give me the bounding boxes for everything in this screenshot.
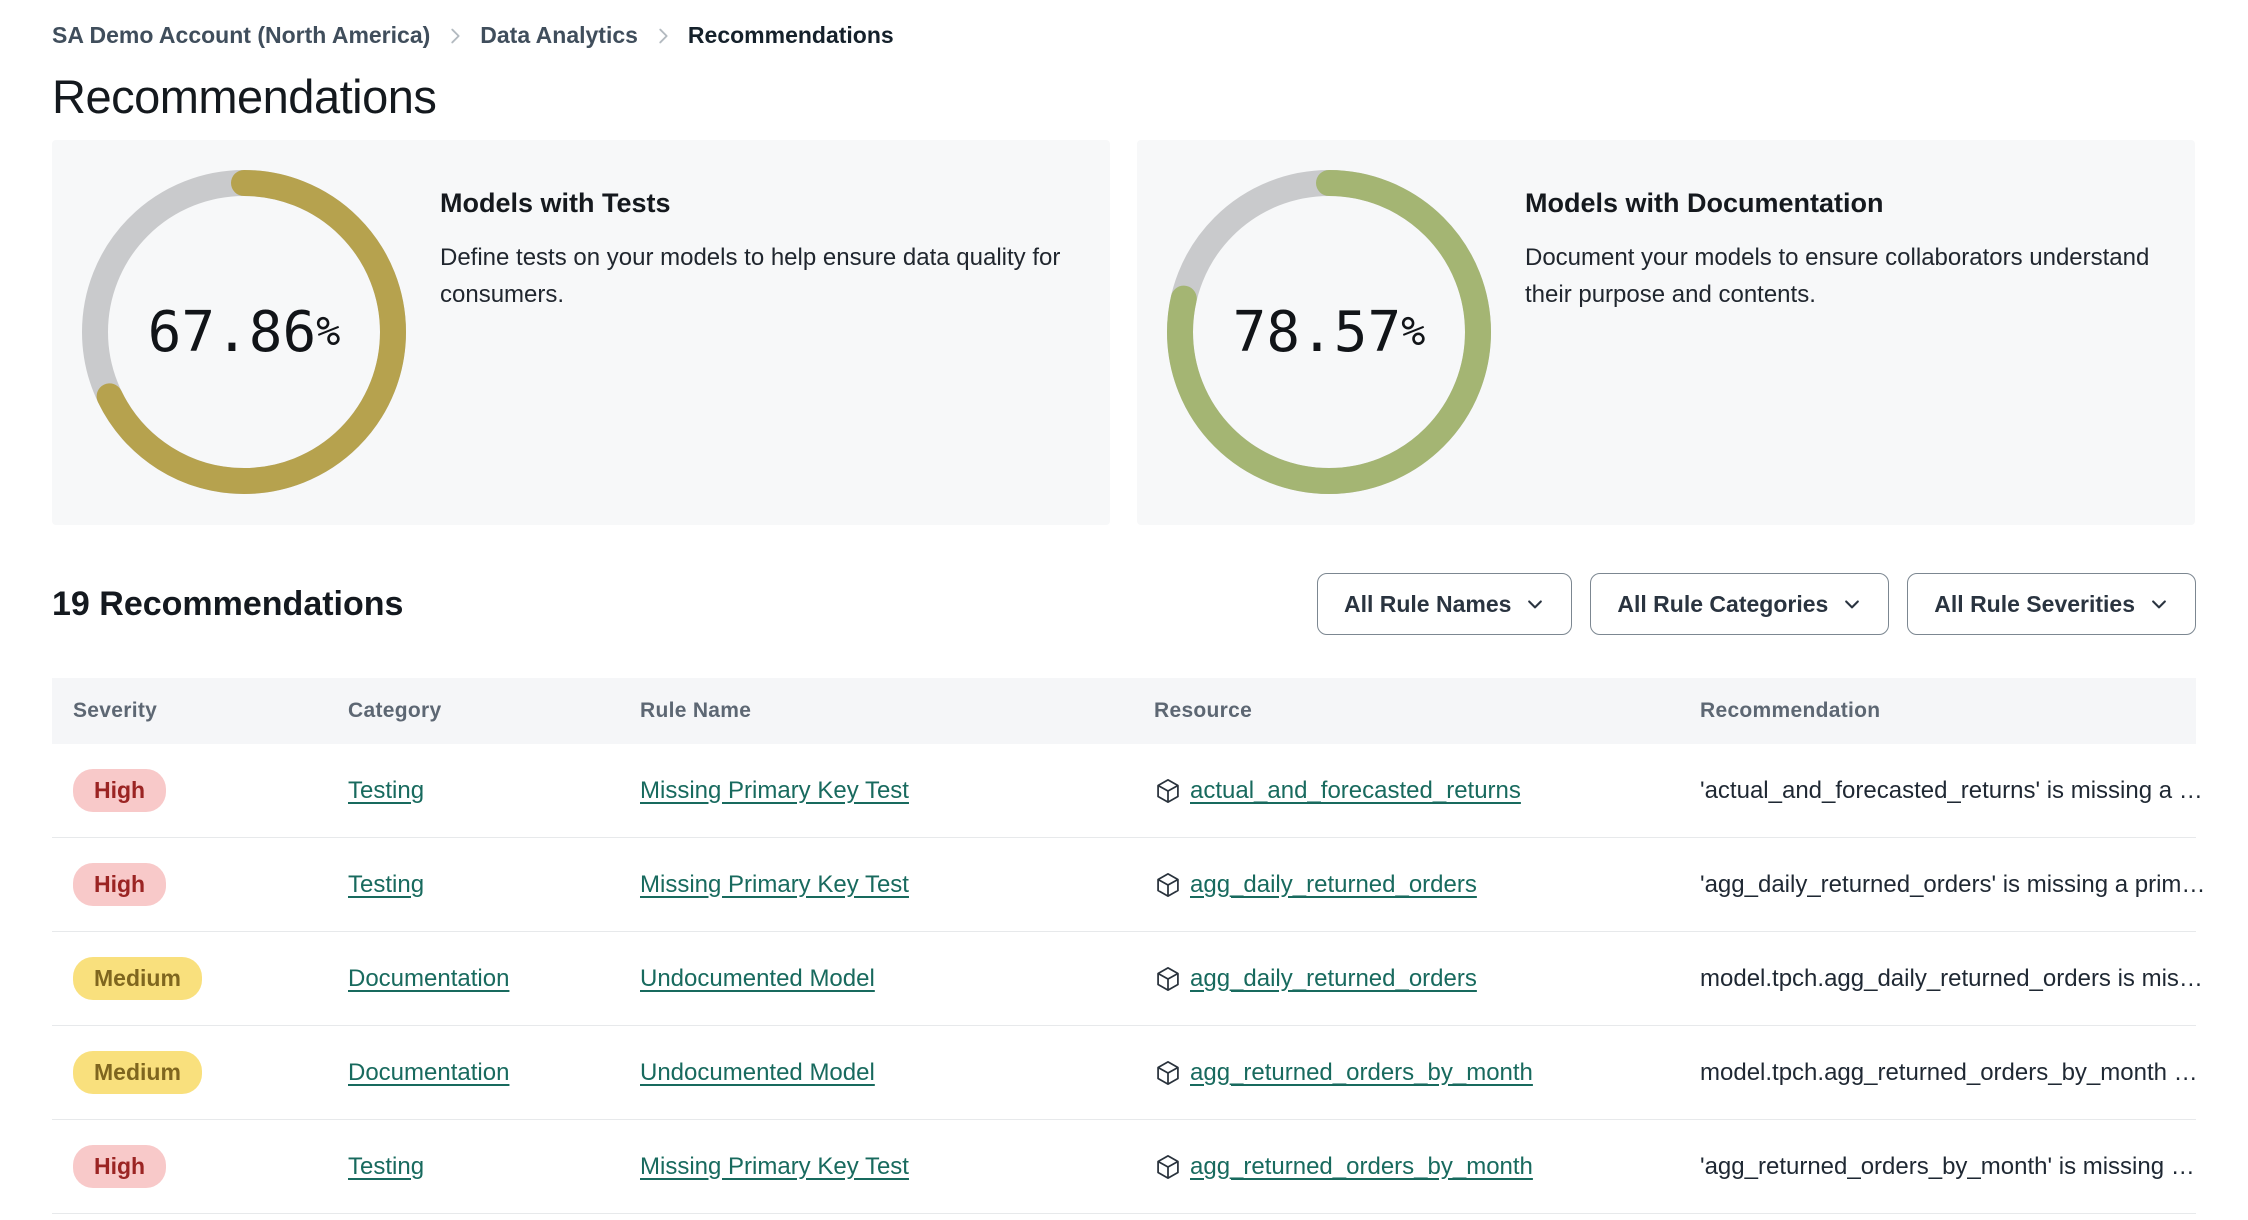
recommendations-count: 19 Recommendations <box>52 584 404 623</box>
rule-name-link[interactable]: Missing Primary Key Test <box>640 870 909 898</box>
table-row: High Testing Missing Primary Key Test ac… <box>52 744 2203 838</box>
filter-rule-names-button[interactable]: All Rule Names <box>1316 573 1573 635</box>
model-cube-icon <box>1154 1153 1182 1181</box>
breadcrumb-account[interactable]: SA Demo Account (North America) <box>52 22 431 48</box>
table-body: High Testing Missing Primary Key Test ac… <box>52 744 2205 1214</box>
recommendation-text: 'actual_and_forecasted_returns' is missi… <box>1700 776 2203 804</box>
resource-link[interactable]: actual_and_forecasted_returns <box>1190 776 1521 804</box>
resource-link[interactable]: agg_daily_returned_orders <box>1190 964 1477 992</box>
table-row: Medium Documentation Undocumented Model … <box>52 932 2203 1026</box>
recommendation-text: model.tpch.agg_returned_orders_by_month … <box>1700 1058 2198 1086</box>
list-header: 19 Recommendations All Rule Names All Ru… <box>52 573 2196 635</box>
table-row: High Testing Missing Primary Key Test ag… <box>52 1120 2196 1214</box>
category-link[interactable]: Testing <box>348 776 425 804</box>
tests-card-title: Models with Tests <box>440 188 671 218</box>
documentation-donut-value: 78.57% <box>1232 299 1426 365</box>
severity-badge: Medium <box>73 957 202 1000</box>
category-link[interactable]: Testing <box>348 1152 425 1180</box>
category-link[interactable]: Testing <box>348 870 425 898</box>
stat-cards: 67.86% Models with Tests Define tests on… <box>52 140 2196 525</box>
recommendation-text: model.tpch.agg_daily_returned_orders is … <box>1700 964 2203 992</box>
table-row: Medium Documentation Undocumented Model … <box>52 1026 2198 1120</box>
tests-donut-value: 67.86% <box>147 299 341 365</box>
rule-name-link[interactable]: Undocumented Model <box>640 964 875 992</box>
rule-name-column-header: Rule Name <box>640 699 752 722</box>
chevron-right-icon <box>444 25 466 47</box>
model-cube-icon <box>1154 965 1182 993</box>
filter-rule-categories-button[interactable]: All Rule Categories <box>1590 573 1890 635</box>
table-row: High Testing Missing Primary Key Test ag… <box>52 838 2205 932</box>
tests-donut-chart: 67.86% <box>82 170 406 494</box>
documentation-card-title: Models with Documentation <box>1525 188 1884 218</box>
breadcrumb-current: Recommendations <box>687 22 894 48</box>
resource-column-header: Resource <box>1154 699 1253 722</box>
severity-badge: Medium <box>73 1051 202 1094</box>
severity-badge: High <box>73 1145 167 1188</box>
recommendation-text: 'agg_returned_orders_by_month' is missin… <box>1700 1152 2195 1180</box>
rule-name-link[interactable]: Missing Primary Key Test <box>640 1152 909 1180</box>
severity-badge: High <box>73 863 167 906</box>
model-cube-icon <box>1154 1059 1182 1087</box>
table-header: Severity Category Rule Name Resource Rec… <box>52 678 2196 744</box>
category-link[interactable]: Documentation <box>348 1058 510 1086</box>
category-link[interactable]: Documentation <box>348 964 510 992</box>
tests-card-description: Define tests on your models to help ensu… <box>440 244 1061 308</box>
chevron-down-icon <box>2152 600 2166 609</box>
documentation-donut-chart: 78.57% <box>1167 170 1491 494</box>
filters: All Rule Names All Rule Categories All R… <box>1316 573 2196 635</box>
page-title: Recommendations <box>52 70 437 123</box>
chevron-right-icon <box>652 25 674 47</box>
model-cube-icon <box>1154 871 1182 899</box>
recommendations-table: Severity Category Rule Name Resource Rec… <box>52 678 2205 1214</box>
recommendation-text: 'agg_daily_returned_orders' is missing a… <box>1700 870 2206 898</box>
model-cube-icon <box>1154 777 1182 805</box>
rule-name-link[interactable]: Missing Primary Key Test <box>640 776 909 804</box>
severity-badge: High <box>73 769 167 812</box>
models-with-tests-card: 67.86% Models with Tests Define tests on… <box>52 140 1110 525</box>
resource-link[interactable]: agg_daily_returned_orders <box>1190 870 1477 898</box>
filter-rule-severities-button[interactable]: All Rule Severities <box>1907 573 2196 635</box>
recommendation-column-header: Recommendation <box>1700 699 1881 722</box>
models-with-documentation-card: 78.57% Models with Documentation Documen… <box>1137 140 2195 525</box>
breadcrumb: SA Demo Account (North America) Data Ana… <box>52 22 2196 49</box>
breadcrumb-project[interactable]: Data Analytics <box>480 22 638 48</box>
rule-name-link[interactable]: Undocumented Model <box>640 1058 875 1086</box>
resource-link[interactable]: agg_returned_orders_by_month <box>1190 1058 1533 1086</box>
severity-column-header: Severity <box>73 699 158 722</box>
documentation-card-description: Document your models to ensure collabora… <box>1525 244 2150 308</box>
category-column-header: Category <box>348 699 442 722</box>
resource-link[interactable]: agg_returned_orders_by_month <box>1190 1152 1533 1180</box>
chevron-down-icon <box>1845 600 1860 609</box>
chevron-down-icon <box>1528 600 1543 609</box>
